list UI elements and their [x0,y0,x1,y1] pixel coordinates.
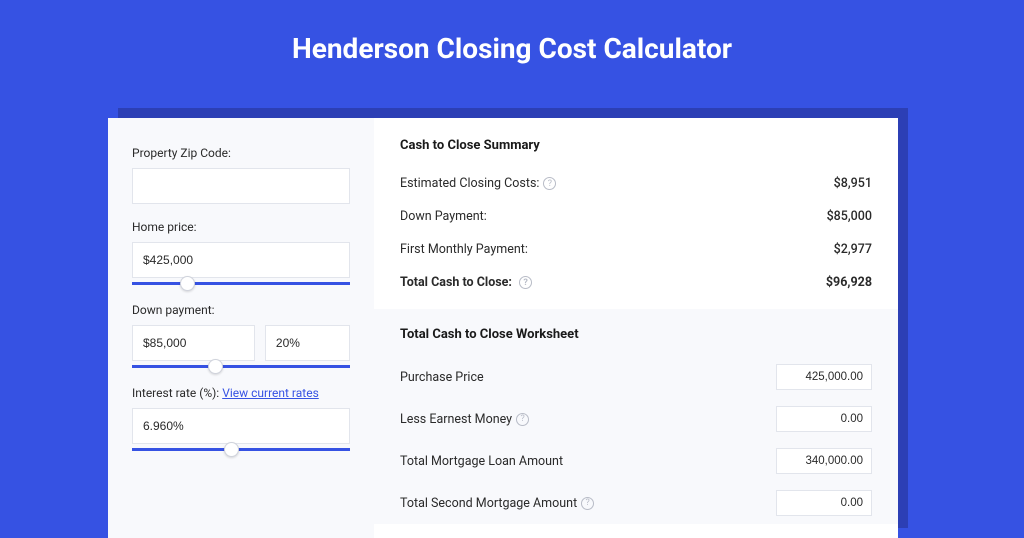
worksheet-row-input[interactable] [776,448,872,474]
down-payment-label: Down payment: [132,303,350,317]
page-title: Henderson Closing Cost Calculator [0,0,1024,89]
home-price-slider-thumb[interactable] [180,276,195,291]
summary-row-label: First Monthly Payment: [400,242,528,257]
home-price-group: Home price: [132,220,350,285]
interest-input[interactable] [132,408,350,444]
zip-label: Property Zip Code: [132,146,350,160]
summary-row: Estimated Closing Costs:? $8,951 [400,167,872,200]
down-payment-group: Down payment: [132,303,350,368]
worksheet-panel: Total Cash to Close Worksheet Purchase P… [374,309,898,524]
summary-row: Down Payment: $85,000 [400,200,872,233]
help-icon[interactable]: ? [581,497,594,510]
worksheet-row-label: Purchase Price [400,370,484,385]
zip-group: Property Zip Code: [132,146,350,208]
worksheet-row-label: Less Earnest Money [400,412,512,427]
summary-row-value: $8,951 [834,176,872,191]
summary-title: Cash to Close Summary [400,138,872,153]
worksheet-title: Total Cash to Close Worksheet [400,327,872,342]
zip-input[interactable] [132,168,350,204]
worksheet-row-label: Total Second Mortgage Amount [400,496,577,511]
summary-total-value: $96,928 [826,275,872,290]
summary-row: First Monthly Payment: $2,977 [400,233,872,266]
home-price-input[interactable] [132,242,350,278]
summary-row-value: $85,000 [827,209,872,224]
down-payment-slider[interactable] [132,365,350,368]
summary-row-label: Down Payment: [400,209,487,224]
results-panel: Cash to Close Summary Estimated Closing … [374,118,898,538]
summary-total-row: Total Cash to Close: ? $96,928 [400,266,872,299]
worksheet-row: Total Second Mortgage Amount? [400,482,872,524]
summary-row-label: Estimated Closing Costs: [400,176,539,191]
worksheet-row-label: Total Mortgage Loan Amount [400,454,563,469]
down-payment-pct-input[interactable] [265,325,350,361]
interest-slider-thumb[interactable] [224,442,239,457]
worksheet-row: Less Earnest Money? [400,398,872,440]
view-rates-link[interactable]: View current rates [222,386,319,400]
help-icon[interactable]: ? [543,177,556,190]
interest-label-text: Interest rate (%): [132,386,219,400]
worksheet-row: Purchase Price [400,356,872,398]
interest-slider[interactable] [132,448,350,451]
summary-total-label: Total Cash to Close: [400,275,512,290]
down-payment-slider-thumb[interactable] [208,359,223,374]
down-payment-input[interactable] [132,325,255,361]
calculator-card: Property Zip Code: Home price: Down paym… [108,118,898,538]
home-price-label: Home price: [132,220,350,234]
home-price-slider[interactable] [132,282,350,285]
worksheet-row-input[interactable] [776,406,872,432]
interest-group: Interest rate (%): View current rates [132,386,350,451]
help-icon[interactable]: ? [516,413,529,426]
help-icon[interactable]: ? [519,276,532,289]
interest-label: Interest rate (%): View current rates [132,386,350,400]
input-panel: Property Zip Code: Home price: Down paym… [108,118,374,538]
worksheet-row-input[interactable] [776,364,872,390]
summary-row-value: $2,977 [834,242,872,257]
worksheet-row: Total Mortgage Loan Amount [400,440,872,482]
worksheet-row-input[interactable] [776,490,872,516]
